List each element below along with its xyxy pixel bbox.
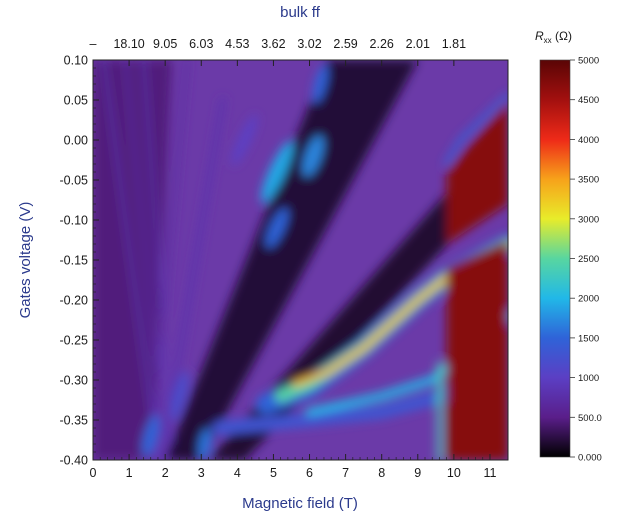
top-tick-label: 6.03	[189, 37, 213, 51]
y-tick-label: 0.10	[64, 54, 88, 68]
colorbar-tick-label: 2500	[578, 254, 599, 265]
heatmap-island	[170, 370, 189, 422]
colorbar-tick-label: 4500	[578, 95, 599, 106]
x-tick-label: 4	[234, 466, 241, 480]
colorbar-tick-label: 1500	[578, 333, 599, 344]
colorbar-tick-label: 2000	[578, 294, 599, 305]
y-tick-label: -0.10	[60, 214, 89, 228]
colorbar-tick-label: 3500	[578, 175, 599, 186]
heatmap-plot-area	[92, 59, 509, 461]
heatmap-island	[141, 414, 160, 458]
x-tick-label: 2	[162, 466, 169, 480]
x-tick-label: 10	[447, 466, 461, 480]
y-axis: 0.10 0.05 0.00 -0.05 -0.10 -0.15 -0.20 -0.25 -0.…	[60, 54, 99, 468]
colorbar-tick-label: 1000	[578, 373, 599, 384]
heatmap-field	[93, 60, 508, 460]
x-tick-label: 5	[270, 466, 277, 480]
x-axis: 0 1 2 3 4 5 6 7 8 9 10 11	[90, 454, 496, 480]
heatmap-island	[312, 64, 329, 104]
colorbar: Rxx (Ω) 5000 4500 4000 3500 3000 2500 2000 1500…	[535, 29, 602, 464]
heatmap-region-high-upper	[446, 100, 508, 244]
heatmap-region-dark-band	[208, 124, 508, 460]
heatmap-island	[231, 114, 258, 166]
top-tick-label: 2.26	[370, 37, 394, 51]
heatmap-fan-line	[102, 60, 160, 460]
colorbar-tick-label: 5000	[578, 56, 599, 67]
x-tick-label: 7	[342, 466, 349, 480]
top-tick-label: 1.81	[442, 37, 466, 51]
heatmap-island	[260, 141, 294, 203]
heatmap-island	[198, 428, 212, 460]
heatmap-region-dark-band	[165, 60, 418, 460]
heatmap-island	[302, 135, 324, 177]
heatmap-fan-line	[148, 60, 189, 460]
heatmap-edge	[443, 93, 508, 167]
top-axis: – 18.10 9.05 6.03 4.53 3.62 3.02 2.59 2.26 2.01 1.…	[90, 37, 466, 66]
y-tick-label: 0.00	[64, 134, 88, 148]
y-tick-label: -0.40	[60, 454, 89, 468]
y-axis-title: Gates voltage (V)	[17, 202, 34, 319]
heatmap-region-fan	[93, 60, 173, 460]
y-tick-label: -0.05	[60, 174, 89, 188]
x-axis-title: Magnetic field (T)	[242, 495, 358, 512]
colorbar-title: Rxx (Ω)	[535, 29, 572, 45]
y-tick-label: 0.05	[64, 94, 88, 108]
x-tick-label: 8	[378, 466, 385, 480]
top-tick-label: 3.62	[261, 37, 285, 51]
x-tick-label: 11	[483, 466, 496, 480]
top-axis-title: bulk ff	[280, 4, 321, 21]
y-tick-label: -0.35	[60, 414, 89, 428]
top-tick-label: 4.53	[225, 37, 249, 51]
heatmap-island	[265, 207, 289, 249]
heatmap-fan-line	[158, 97, 226, 460]
x-tick-label: 6	[306, 466, 313, 480]
colorbar-ramp	[539, 59, 571, 458]
top-tick-label: 9.05	[153, 37, 177, 51]
y-tick-label: -0.20	[60, 294, 89, 308]
x-tick-label: 1	[126, 466, 133, 480]
x-tick-label: 3	[198, 466, 205, 480]
x-tick-label: 0	[90, 466, 97, 480]
top-tick-label: 2.01	[406, 37, 430, 51]
top-tick-label: 3.02	[297, 37, 321, 51]
top-tick-label: 18.10	[113, 37, 144, 51]
heatmap-intensity-layer	[93, 60, 508, 460]
y-tick-label: -0.30	[60, 374, 89, 388]
y-tick-label: -0.15	[60, 254, 89, 268]
heatmap-fan-line	[142, 60, 174, 460]
x-tick-label: 9	[414, 466, 421, 480]
colorbar-ticks: 5000 4500 4000 3500 3000 2500 2000 1500 1000 500.…	[570, 56, 602, 464]
y-tick-label: -0.25	[60, 334, 89, 348]
colorbar-tick-label: 4000	[578, 135, 599, 146]
colorbar-tick-label: 0.000	[578, 453, 602, 464]
colorbar-tick-label: 500.0	[578, 413, 602, 424]
top-tick-label: –	[90, 37, 97, 51]
top-tick-label: 2.59	[333, 37, 357, 51]
heatmap-region-high-lower	[446, 240, 508, 460]
colorbar-tick-label: 3000	[578, 214, 599, 225]
